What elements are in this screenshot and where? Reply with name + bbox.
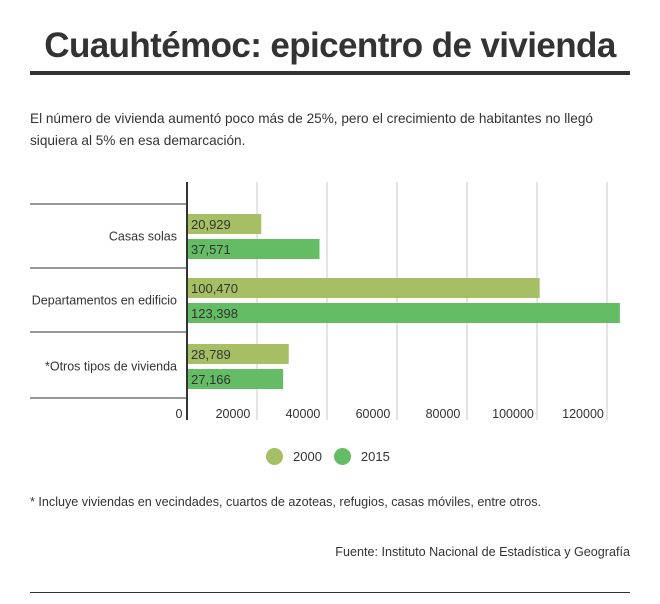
x-tick-label-1: 20000 — [216, 407, 251, 421]
source-note: Fuente: Instituto Nacional de Estadístic… — [335, 545, 630, 559]
bottom-divider — [30, 592, 630, 593]
data-label-2015-1: 123,398 — [191, 306, 238, 321]
data-label-2000-1: 100,470 — [191, 281, 238, 296]
bar-2015-1 — [188, 303, 620, 323]
bar-2000-1 — [188, 278, 540, 298]
x-tick-label-2: 40000 — [286, 407, 321, 421]
bar-2000-0 — [188, 214, 262, 234]
x-tick-label-3: 60000 — [356, 407, 391, 421]
legend-swatch-2015 — [333, 447, 351, 465]
data-label-2015-2: 27,166 — [191, 372, 231, 387]
legend-item-2015: 2015 — [333, 447, 390, 465]
legend-swatch-2000 — [266, 447, 283, 465]
category-label-2: *Otros tipos de vivienda — [45, 360, 177, 374]
x-tick-label-0: 0 — [176, 407, 183, 421]
chart-legend: 2000 2015 — [266, 446, 402, 466]
footnote: * Incluye viviendas en vecindades, cuart… — [30, 495, 542, 509]
bar-2015-2 — [188, 369, 284, 389]
bar-2000-2 — [188, 344, 289, 364]
legend-item-2000: 2000 — [266, 447, 322, 465]
title-divider — [30, 71, 630, 75]
legend-label-2015: 2015 — [360, 448, 390, 464]
legend-label-2000: 2000 — [293, 448, 322, 464]
category-label-1: Departamentos en edificio — [32, 294, 177, 308]
x-tick-label-6: 120000 — [562, 407, 604, 421]
x-tick-label-4: 80000 — [426, 407, 461, 421]
data-label-2000-2: 28,789 — [191, 347, 231, 362]
page-subtitle: El número de vivienda aumentó poco más d… — [30, 111, 593, 148]
data-label-2015-0: 37,571 — [191, 242, 231, 257]
bar-2015-0 — [188, 239, 320, 259]
bar-chart: 20,929 37,571 Casas solas 100,470 123,398 Dep… — [30, 182, 620, 421]
page-title: Cuauhtémoc: epicentro de vivienda — [44, 26, 616, 65]
x-tick-label-5: 100000 — [492, 407, 534, 421]
data-label-2000-0: 20,929 — [191, 217, 231, 232]
category-label-0: Casas solas — [109, 230, 177, 244]
